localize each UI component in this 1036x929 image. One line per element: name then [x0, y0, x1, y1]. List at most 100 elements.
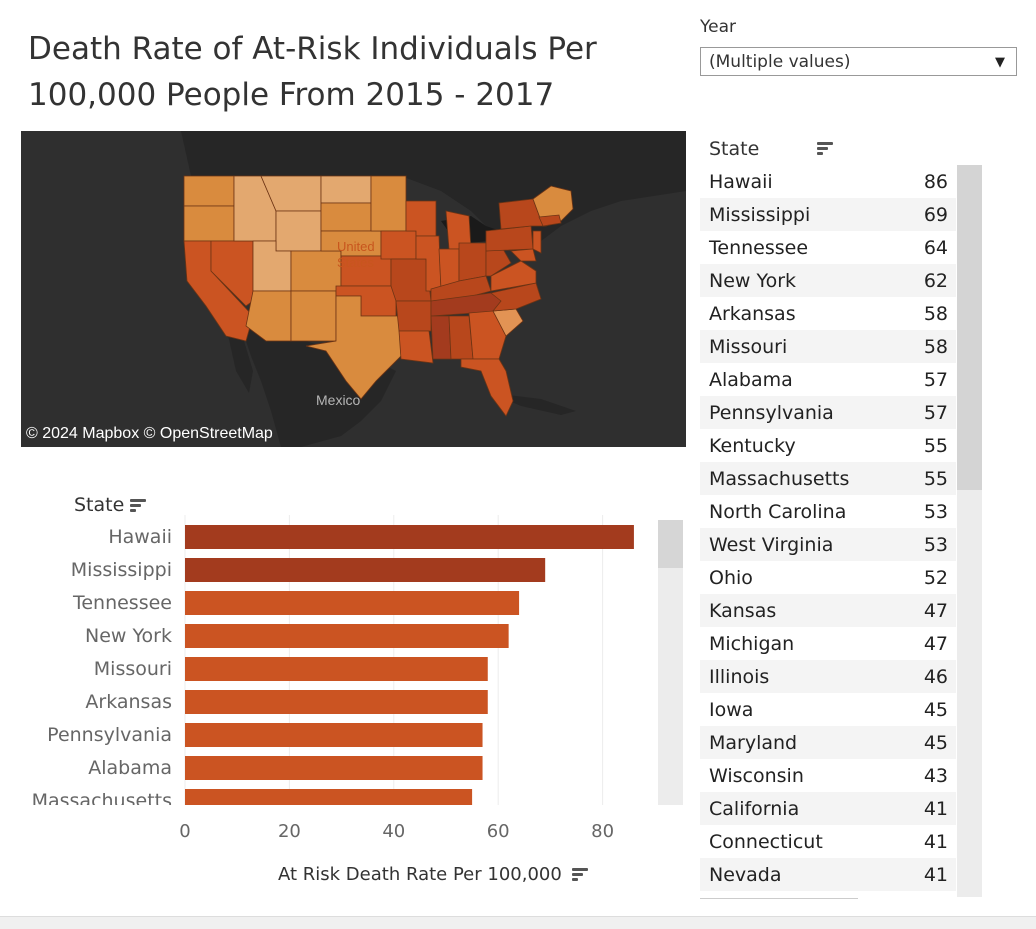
table-cell-value: 53 — [923, 500, 948, 523]
bar-alabama[interactable] — [185, 756, 483, 780]
table-row[interactable]: Arkansas 58 — [700, 297, 956, 330]
table-row[interactable]: Wisconsin 43 — [700, 759, 956, 792]
bar-mississippi[interactable] — [185, 558, 546, 582]
dropdown-arrow-icon[interactable]: ▼ — [995, 55, 1005, 70]
table-row[interactable]: Kentucky 55 — [700, 429, 956, 462]
table-cell-value: 57 — [923, 368, 948, 391]
state-arizona[interactable] — [245, 290, 292, 342]
state-new-mexico[interactable] — [290, 290, 337, 342]
table-row[interactable]: Michigan 47 — [700, 627, 956, 660]
table-row[interactable]: West Virginia 53 — [700, 528, 956, 561]
state-missouri[interactable] — [390, 258, 432, 302]
state-massachusetts[interactable] — [538, 214, 562, 227]
state-louisiana[interactable] — [398, 330, 434, 364]
table-row[interactable]: Missouri 58 — [700, 330, 956, 363]
table-row[interactable]: New York 62 — [700, 264, 956, 297]
sort-icon[interactable] — [817, 142, 833, 156]
state-iowa[interactable] — [380, 230, 417, 260]
table-row[interactable]: Illinois 46 — [700, 660, 956, 693]
bar-new-york[interactable] — [185, 624, 509, 648]
table-row[interactable]: Alabama 57 — [700, 363, 956, 396]
state-virginia[interactable] — [490, 260, 537, 292]
year-filter-dropdown[interactable]: (Multiple values) ▼ — [700, 47, 1017, 76]
state-washington[interactable] — [183, 175, 235, 207]
y-category-label[interactable]: New York — [85, 625, 172, 647]
table-row[interactable]: Nevada 41 — [700, 858, 956, 891]
state-colorado[interactable] — [290, 250, 342, 292]
table-row[interactable]: Kansas 47 — [700, 594, 956, 627]
bar-missouri[interactable] — [185, 657, 488, 681]
state-georgia[interactable] — [468, 310, 507, 360]
bar-pennsylvania[interactable] — [185, 723, 483, 747]
table-cell-value: 58 — [923, 335, 948, 358]
table-cell-state: West Virginia — [709, 533, 834, 556]
map-attribution[interactable]: © 2024 Mapbox © OpenStreetMap — [26, 425, 273, 442]
y-category-label[interactable]: Alabama — [88, 757, 172, 779]
table-cell-state: Iowa — [709, 698, 754, 721]
state-shapes[interactable] — [183, 175, 574, 417]
table-cell-value: 45 — [923, 698, 948, 721]
table-cell-value: 47 — [923, 632, 948, 655]
table-cell-value: 41 — [923, 863, 948, 886]
sort-icon[interactable] — [571, 868, 588, 882]
table-row[interactable]: Iowa 45 — [700, 693, 956, 726]
state-north-dakota[interactable] — [320, 175, 372, 204]
bar-tennessee[interactable] — [185, 591, 520, 615]
dashboard-footer-bar — [0, 916, 1036, 929]
table-scroll-thumb[interactable] — [957, 165, 982, 490]
y-category-label[interactable]: Missouri — [94, 658, 172, 680]
table-cell-state: Arkansas — [709, 302, 796, 325]
map-canvas[interactable]: United States Mexico — [21, 131, 686, 447]
table-cell-state: California — [709, 797, 800, 820]
state-texas[interactable] — [305, 295, 402, 400]
sort-icon[interactable] — [130, 498, 147, 513]
table-cell-state: Connecticut — [709, 830, 823, 853]
table-cell-value: 45 — [923, 731, 948, 754]
state-illinois[interactable] — [415, 235, 442, 292]
table-cell-state: Missouri — [709, 335, 788, 358]
table-row[interactable]: North Carolina 53 — [700, 495, 956, 528]
state-choropleth-map[interactable]: United States Mexico © 2024 Mapbox © Ope… — [21, 131, 686, 447]
table-cell-value: 64 — [923, 236, 948, 259]
bar-chart-scroll-thumb[interactable] — [658, 520, 683, 568]
table-row[interactable]: Mississippi 69 — [700, 198, 956, 231]
state-minnesota[interactable] — [370, 175, 407, 232]
state-south-dakota[interactable] — [320, 202, 372, 232]
table-cell-state: Mississippi — [709, 203, 811, 226]
table-row[interactable]: Connecticut 41 — [700, 825, 956, 858]
bar-arkansas[interactable] — [185, 690, 488, 714]
state-mississippi[interactable] — [430, 315, 452, 360]
table-bottom-rule — [700, 898, 858, 899]
x-axis-label: At Risk Death Rate Per 100,000 — [278, 864, 562, 885]
state-arkansas[interactable] — [395, 300, 432, 332]
state-wisconsin[interactable] — [405, 200, 437, 237]
table-cell-value: 47 — [923, 599, 948, 622]
state-maryland[interactable] — [510, 248, 537, 262]
y-category-label[interactable]: Tennessee — [72, 592, 172, 614]
table-row[interactable]: Maryland 45 — [700, 726, 956, 759]
y-category-label[interactable]: Hawaii — [108, 526, 172, 548]
bar-hawaii[interactable] — [185, 525, 634, 549]
table-cell-value: 55 — [923, 467, 948, 490]
table-row[interactable]: Massachusetts 55 — [700, 462, 956, 495]
bar-chart[interactable]: 0 20 40 60 80 Hawaii Mississippi Tennessee New Y… — [0, 515, 640, 855]
state-wyoming[interactable] — [275, 210, 322, 252]
table-cell-value: 57 — [923, 401, 948, 424]
x-tick-label: 80 — [591, 821, 614, 842]
table-row[interactable]: Pennsylvania 57 — [700, 396, 956, 429]
y-category-label[interactable]: Pennsylvania — [47, 724, 172, 746]
state-new-jersey[interactable] — [532, 230, 542, 254]
table-row[interactable]: California 41 — [700, 792, 956, 825]
state-ohio[interactable] — [458, 242, 487, 282]
state-oregon[interactable] — [183, 205, 235, 242]
state-florida[interactable] — [460, 358, 514, 417]
y-category-label[interactable]: Mississippi — [71, 559, 172, 581]
y-category-label[interactable]: Arkansas — [85, 691, 172, 713]
table-row[interactable]: Ohio 52 — [700, 561, 956, 594]
table-row[interactable]: Hawaii 86 — [700, 165, 956, 198]
table-row[interactable]: Tennessee 64 — [700, 231, 956, 264]
state-rate-table[interactable]: Hawaii 86 Mississippi 69 Tennessee 64 New York… — [700, 165, 956, 891]
table-cell-state: Massachusetts — [709, 467, 850, 490]
state-new-york[interactable] — [498, 198, 544, 230]
state-alabama[interactable] — [448, 315, 474, 360]
